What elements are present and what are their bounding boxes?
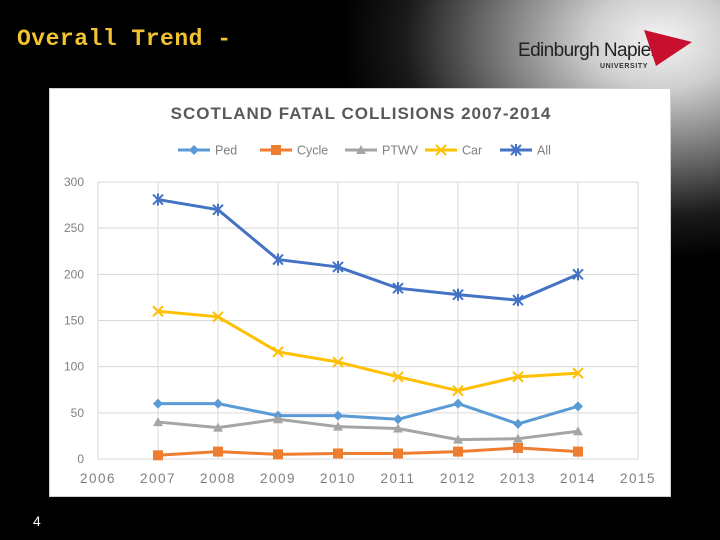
university-logo: Edinburgh Napier UNIVERSITY	[516, 30, 696, 75]
data-point-ped	[333, 410, 343, 421]
data-point-ptwv	[513, 433, 523, 443]
data-point-car	[572, 367, 584, 379]
data-point-ptwv	[153, 417, 163, 427]
x-tick-label: 2015	[620, 471, 656, 486]
legend-item-all: All	[500, 144, 551, 158]
series-line-ped	[156, 402, 580, 426]
legend-label-ped: Ped	[215, 144, 237, 158]
legend-item-cycle: Cycle	[260, 144, 328, 158]
series-line-ptwv	[156, 417, 580, 442]
chart-series	[152, 193, 584, 461]
data-point-cycle	[273, 449, 283, 460]
data-point-all	[212, 203, 224, 216]
legend-label-all: All	[537, 144, 551, 158]
chart-legend: Ped Cycle PTWV Car All	[178, 144, 551, 158]
legend-label-car: Car	[462, 144, 482, 158]
data-point-ptwv	[213, 422, 223, 432]
x-tick-label: 2013	[500, 471, 536, 486]
legend-marker-cycle	[271, 145, 281, 155]
y-tick-label: 250	[64, 221, 84, 235]
data-point-ptwv	[273, 414, 283, 424]
chart-title: SCOTLAND FATAL COLLISIONS 2007-2014	[171, 104, 552, 123]
legend-label-cycle: Cycle	[297, 144, 328, 158]
logo-mark-icon	[644, 30, 692, 66]
legend-marker-car	[435, 144, 447, 156]
data-point-all	[392, 282, 404, 295]
series-line-cycle	[156, 446, 580, 457]
data-point-ped	[213, 398, 223, 409]
legend-item-ptwv: PTWV	[345, 144, 419, 158]
data-point-all	[272, 253, 284, 266]
legend-marker-ped	[189, 145, 199, 155]
y-tick-label: 150	[64, 314, 84, 328]
data-point-car	[272, 346, 284, 358]
series-line-car	[156, 309, 580, 393]
data-point-ptwv	[393, 423, 403, 433]
x-tick-label: 2006	[80, 471, 116, 486]
logo-name: Edinburgh Napier	[518, 40, 657, 61]
data-point-car	[452, 384, 464, 397]
data-point-car	[332, 356, 344, 368]
data-point-cycle	[153, 450, 163, 461]
data-point-ped	[573, 401, 583, 412]
legend-item-car: Car	[425, 144, 482, 158]
data-point-ptwv	[573, 426, 583, 436]
line-chart: 0 50 100 150 200 250 300 2006 2007 2008 2009 2010 20…	[64, 104, 656, 486]
x-tick-label: 2010	[320, 471, 356, 486]
y-tick-label: 300	[64, 175, 84, 189]
chart-axis-labels: 0 50 100 150 200 250 300 2006 2007 2008 2009 2010 20…	[64, 175, 656, 486]
data-point-car	[512, 371, 524, 383]
series-car	[152, 305, 584, 397]
x-tick-label: 2014	[560, 471, 596, 486]
legend-label-ptwv: PTWV	[382, 144, 419, 158]
data-point-car	[392, 371, 404, 383]
y-tick-label: 100	[64, 360, 84, 374]
data-point-ped	[513, 418, 523, 429]
data-point-ped	[453, 398, 463, 409]
series-line-all	[156, 198, 580, 302]
y-tick-label: 50	[71, 406, 85, 420]
data-point-ptwv	[453, 434, 463, 444]
data-point-cycle	[573, 446, 583, 457]
series-ptwv	[153, 414, 583, 444]
y-tick-label: 200	[64, 267, 84, 281]
page-number: 4	[33, 513, 41, 529]
data-point-ped	[153, 398, 163, 409]
x-tick-label: 2011	[380, 471, 415, 486]
data-point-cycle	[453, 446, 463, 457]
data-point-cycle	[333, 448, 343, 459]
chart-gridlines	[97, 181, 639, 460]
data-point-all	[572, 268, 584, 281]
data-point-ped	[393, 414, 403, 425]
data-point-all	[152, 193, 164, 206]
logo-subtitle: UNIVERSITY	[600, 63, 649, 70]
data-point-car	[212, 311, 224, 323]
data-point-all	[512, 294, 524, 307]
x-tick-label: 2009	[260, 471, 296, 486]
x-tick-label: 2007	[140, 471, 176, 486]
slide-title: Overall Trend -	[17, 26, 232, 52]
x-tick-label: 2008	[200, 471, 236, 486]
data-point-cycle	[393, 448, 403, 459]
legend-item-ped: Ped	[178, 144, 237, 158]
data-point-ptwv	[333, 421, 343, 431]
data-point-car	[152, 305, 164, 317]
x-tick-label: 2012	[440, 471, 476, 486]
series-all	[152, 193, 584, 307]
series-cycle	[153, 442, 583, 461]
data-point-cycle	[513, 442, 523, 453]
legend-marker-ptwv	[356, 145, 366, 154]
legend-marker-all	[510, 144, 522, 156]
y-tick-label: 0	[77, 452, 84, 466]
data-point-all	[452, 288, 464, 301]
chart-panel: 0 50 100 150 200 250 300 2006 2007 2008 2009 2010 20…	[49, 88, 671, 497]
data-point-all	[332, 260, 344, 273]
data-point-cycle	[213, 446, 223, 457]
